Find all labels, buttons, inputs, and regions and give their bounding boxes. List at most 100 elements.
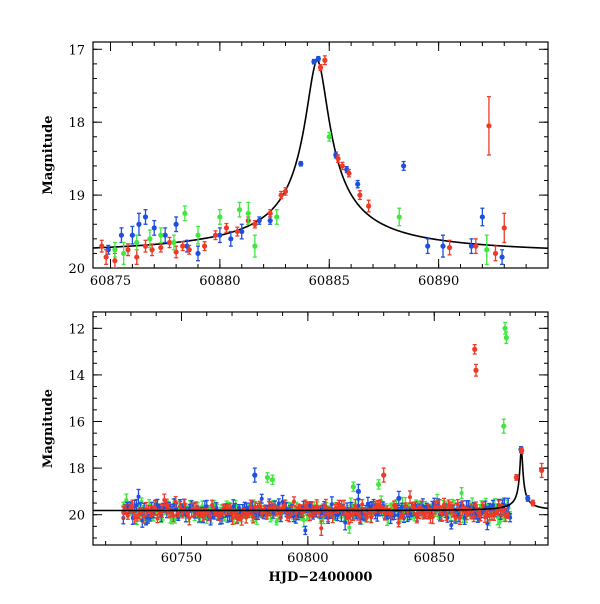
data-point bbox=[134, 254, 140, 260]
data-point bbox=[462, 515, 467, 520]
data-point bbox=[471, 514, 476, 519]
data-point bbox=[326, 134, 332, 140]
data-point bbox=[182, 502, 187, 507]
y-axis-label: Magnitude bbox=[41, 115, 56, 194]
data-point bbox=[322, 57, 328, 63]
data-point bbox=[195, 232, 201, 238]
series-points bbox=[264, 321, 509, 493]
data-point bbox=[274, 519, 279, 524]
data-point bbox=[259, 496, 264, 501]
series-points bbox=[105, 55, 505, 266]
x-tick-label: 60875 bbox=[90, 274, 131, 289]
data-point bbox=[448, 505, 453, 510]
data-point bbox=[480, 503, 485, 508]
data-point bbox=[343, 520, 348, 525]
data-point bbox=[303, 528, 308, 533]
data-point bbox=[486, 123, 492, 129]
data-point bbox=[232, 511, 237, 516]
data-point bbox=[99, 243, 105, 249]
data-point bbox=[484, 247, 490, 253]
data-point bbox=[317, 64, 324, 71]
series-points bbox=[112, 131, 490, 266]
data-point bbox=[282, 503, 287, 508]
y-tick-label: 14 bbox=[68, 369, 85, 384]
data-point bbox=[217, 232, 223, 238]
data-point bbox=[298, 161, 304, 167]
x-tick-label: 60885 bbox=[309, 274, 350, 289]
data-point bbox=[369, 515, 374, 520]
data-point bbox=[401, 512, 406, 517]
bottom-panel: 60750 60800 60850 12 14 16 18 20 Magnitude HJD−24… bbox=[41, 311, 549, 585]
data-point bbox=[248, 505, 253, 510]
data-point bbox=[360, 502, 365, 507]
data-point bbox=[251, 515, 256, 520]
data-point bbox=[244, 515, 249, 520]
data-point bbox=[525, 495, 531, 501]
data-point bbox=[478, 513, 483, 518]
data-point bbox=[501, 508, 506, 513]
data-point bbox=[234, 228, 240, 235]
data-point bbox=[315, 56, 321, 62]
data-point bbox=[355, 181, 361, 187]
data-point bbox=[459, 491, 464, 496]
data-point bbox=[291, 499, 296, 504]
data-point bbox=[257, 504, 262, 509]
data-point bbox=[473, 243, 479, 249]
data-point bbox=[260, 511, 265, 516]
data-point bbox=[231, 504, 236, 509]
data-point bbox=[530, 500, 536, 506]
series-points bbox=[99, 55, 507, 268]
data-point bbox=[239, 515, 244, 520]
data-point bbox=[381, 472, 387, 478]
data-point bbox=[346, 170, 352, 176]
series-points bbox=[381, 343, 545, 483]
data-point bbox=[303, 503, 308, 508]
y-tick-label: 16 bbox=[68, 416, 85, 431]
data-point bbox=[400, 505, 405, 510]
data-point bbox=[153, 506, 158, 511]
data-point bbox=[171, 513, 176, 518]
data-point bbox=[195, 250, 201, 257]
data-point bbox=[252, 472, 258, 478]
data-point bbox=[201, 243, 208, 249]
data-point bbox=[449, 523, 454, 528]
data-point bbox=[157, 504, 162, 509]
y-tick-label: 19 bbox=[68, 189, 85, 204]
y-tick-label: 18 bbox=[68, 462, 85, 477]
data-point bbox=[287, 514, 292, 519]
x-tick-label: 60850 bbox=[414, 551, 455, 566]
data-point bbox=[479, 214, 485, 220]
data-point bbox=[171, 239, 177, 246]
data-point bbox=[112, 247, 118, 253]
plot-area bbox=[93, 321, 548, 536]
data-point bbox=[329, 502, 334, 507]
data-point bbox=[223, 225, 230, 231]
data-point bbox=[142, 214, 149, 220]
data-point bbox=[296, 505, 301, 510]
data-point bbox=[129, 232, 135, 238]
data-point bbox=[339, 163, 345, 169]
data-point bbox=[147, 236, 153, 242]
data-point bbox=[347, 525, 352, 530]
data-point bbox=[311, 59, 317, 65]
y-tick-label: 20 bbox=[68, 509, 85, 524]
data-point bbox=[446, 503, 451, 508]
data-point bbox=[376, 481, 382, 488]
data-point bbox=[350, 484, 356, 490]
data-point bbox=[182, 210, 188, 216]
x-tick-label: 60880 bbox=[199, 274, 240, 289]
data-point bbox=[492, 250, 499, 257]
data-point bbox=[239, 228, 245, 235]
data-point bbox=[274, 214, 280, 220]
y-tick-label: 18 bbox=[68, 116, 85, 131]
data-point bbox=[519, 448, 525, 454]
data-point bbox=[121, 250, 127, 257]
data-point bbox=[513, 474, 520, 481]
y-tick-label: 17 bbox=[68, 43, 85, 58]
data-point bbox=[505, 513, 510, 518]
data-point bbox=[280, 499, 285, 504]
data-point bbox=[407, 495, 412, 500]
data-point bbox=[501, 423, 507, 429]
data-point bbox=[378, 504, 383, 509]
